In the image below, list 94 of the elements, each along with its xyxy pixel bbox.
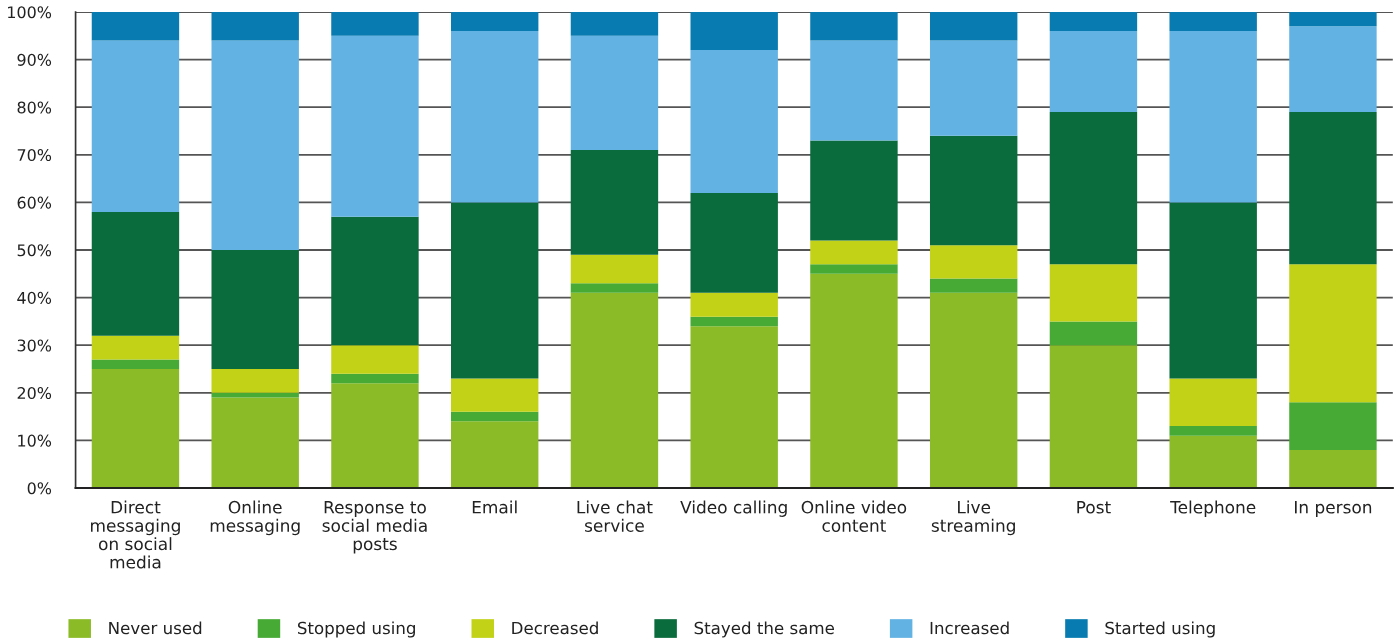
bar: [91, 359, 180, 369]
bar: [91, 368, 180, 488]
y-tick-label: 50%: [17, 244, 52, 257]
bar: [331, 12, 419, 36]
bar: [690, 50, 778, 193]
bar: [91, 211, 180, 336]
bar: [929, 292, 1018, 488]
bar: [1169, 31, 1257, 203]
bar: [690, 316, 778, 327]
x-tick-label: Video calling: [680, 500, 787, 517]
y-tick-label: 60%: [17, 196, 52, 209]
bar: [1169, 378, 1257, 427]
bar: [1169, 202, 1257, 379]
bar: [690, 292, 778, 317]
bar: [929, 278, 1018, 293]
bar: [450, 411, 539, 422]
bar: [450, 202, 539, 379]
y-tick-label: 100%: [8, 6, 52, 19]
bar: [929, 12, 1018, 41]
bar: [929, 135, 1018, 246]
bar: [570, 150, 659, 255]
y-tick-label: 40%: [17, 291, 52, 304]
y-tick-label: 90%: [17, 53, 52, 66]
bar: [450, 421, 539, 488]
bar: [690, 12, 778, 51]
x-tick-label: Live streaming: [931, 500, 1015, 536]
bar: [91, 335, 180, 360]
bar: [211, 249, 299, 369]
bar: [570, 254, 659, 284]
bar: [211, 368, 299, 393]
bar: [1289, 12, 1377, 27]
bar: [810, 240, 898, 265]
bar: [1049, 345, 1138, 488]
y-tick-label: 80%: [17, 101, 52, 114]
x-tick-label: Online video content: [801, 500, 907, 532]
bar: [810, 273, 898, 488]
bar: [91, 40, 180, 212]
bar: [810, 12, 898, 41]
bar: [331, 383, 419, 488]
bar: [450, 31, 539, 203]
y-tick-label: 30%: [17, 339, 52, 352]
bar: [1289, 449, 1377, 488]
bar: [1169, 12, 1257, 32]
bar: [1049, 321, 1138, 346]
y-tick-label: 70%: [17, 149, 52, 162]
bar: [211, 12, 299, 41]
bar: [331, 373, 419, 384]
bar: [1289, 26, 1377, 112]
bar: [91, 12, 180, 41]
legend-label: Stayed the same: [694, 621, 834, 638]
y-tick-label: 20%: [17, 387, 52, 400]
bar: [570, 12, 659, 36]
bar: [331, 35, 419, 217]
legend-label: Increased: [930, 621, 1009, 635]
x-tick-label: Direct messaging on social media: [91, 500, 180, 569]
x-tick-label: Post: [1077, 501, 1111, 514]
bar: [929, 40, 1018, 136]
legend-label: Started using: [1105, 621, 1215, 638]
bar: [810, 140, 898, 241]
bar: [211, 397, 299, 488]
bar: [690, 326, 778, 488]
bar: [211, 40, 299, 250]
y-tick-label: 10%: [18, 434, 52, 447]
bar: [450, 378, 539, 412]
x-tick-label: In person: [1295, 501, 1372, 517]
x-tick-label: Email: [472, 500, 517, 514]
bar: [1049, 111, 1138, 265]
bar: [1049, 264, 1138, 322]
x-tick-label: Telephone: [1170, 500, 1256, 517]
bar: [450, 12, 539, 32]
bar: [810, 40, 898, 141]
x-tick-label: Live chat service: [577, 500, 653, 532]
bar: [1289, 264, 1377, 403]
bar: [1049, 31, 1138, 112]
bar: [211, 392, 299, 398]
bar: [570, 283, 659, 293]
y-tick-label: 0%: [27, 482, 52, 495]
bar: [1169, 435, 1257, 488]
bar: [690, 192, 778, 293]
bar: [1289, 402, 1377, 450]
bar: [570, 292, 659, 488]
bar: [331, 216, 419, 346]
bar: [1289, 111, 1377, 265]
legend-label: Decreased: [512, 621, 598, 635]
bar: [570, 35, 659, 151]
x-tick-label: Response to social media posts: [322, 501, 427, 554]
bar: [1049, 12, 1138, 32]
bar: [331, 345, 419, 374]
bar: [810, 264, 898, 274]
legend-label: Never used: [109, 621, 202, 635]
x-tick-label: Online messaging: [210, 500, 300, 536]
legend-label: Stopped using: [297, 621, 415, 638]
bar: [1169, 426, 1257, 436]
bar: [929, 245, 1018, 279]
